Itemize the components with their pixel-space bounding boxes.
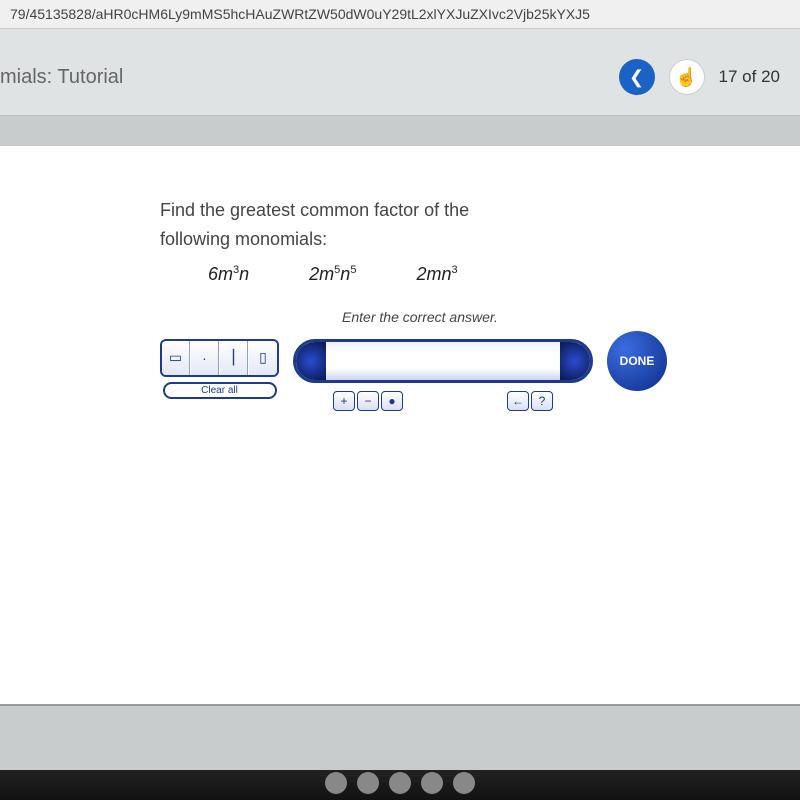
answer-hint: Enter the correct answer.: [240, 309, 600, 325]
ops-group: + − ●: [333, 391, 403, 411]
page-counter: 17 of 20: [719, 67, 780, 87]
back-button[interactable]: ←: [507, 391, 529, 411]
nav-group: ← ?: [507, 391, 553, 411]
clear-all-button[interactable]: Clear all: [163, 382, 277, 399]
monomial: 2mn3: [416, 264, 457, 285]
page-title: mials: Tutorial: [0, 66, 123, 89]
question-text: Find the greatest common factor of the f…: [160, 196, 760, 254]
dot-button[interactable]: ●: [381, 391, 403, 411]
nav-back-button[interactable]: ❮: [619, 59, 655, 95]
answer-row: ▭ · ⎮ ▯ Clear all + − ● ← ? DONE: [160, 339, 760, 411]
help-button[interactable]: ?: [531, 391, 553, 411]
taskbar-icon[interactable]: [453, 772, 475, 794]
answer-input[interactable]: [293, 339, 593, 383]
question-line: Find the greatest common factor of the: [160, 196, 760, 225]
tool-button[interactable]: ▭: [162, 341, 190, 375]
header-right: ❮ ☝ 17 of 20: [619, 59, 790, 95]
pointer-icon: ☝: [675, 67, 697, 88]
taskbar: [0, 770, 800, 800]
question-line: following monomials:: [160, 225, 760, 254]
tool-button[interactable]: ·: [191, 341, 219, 375]
content-area: Find the greatest common factor of the f…: [0, 146, 800, 706]
nav-cursor-button[interactable]: ☝: [669, 59, 705, 95]
answer-column: + − ● ← ?: [293, 339, 593, 411]
monomial: 6m3n: [208, 264, 249, 285]
tool-column: ▭ · ⎮ ▯ Clear all: [160, 339, 279, 399]
under-button-row: + − ● ← ?: [293, 391, 593, 411]
taskbar-icon[interactable]: [421, 772, 443, 794]
format-toolbar: ▭ · ⎮ ▯: [160, 339, 279, 377]
taskbar-icon[interactable]: [325, 772, 347, 794]
monomials-row: 6m3n 2m5n5 2mn3: [208, 264, 760, 285]
header-bar: mials: Tutorial ❮ ☝ 17 of 20: [0, 29, 800, 116]
done-button[interactable]: DONE: [607, 331, 667, 391]
taskbar-icon[interactable]: [357, 772, 379, 794]
minus-button[interactable]: −: [357, 391, 379, 411]
monomial: 2m5n5: [309, 264, 356, 285]
taskbar-icon[interactable]: [389, 772, 411, 794]
chevron-left-icon: ❮: [629, 67, 644, 88]
plus-button[interactable]: +: [333, 391, 355, 411]
url-bar: 79/45135828/aHR0cHM6Ly9mMS5hcHAuZWRtZW50…: [0, 0, 800, 29]
tool-button[interactable]: ▯: [249, 341, 277, 375]
tool-button[interactable]: ⎮: [220, 341, 248, 375]
